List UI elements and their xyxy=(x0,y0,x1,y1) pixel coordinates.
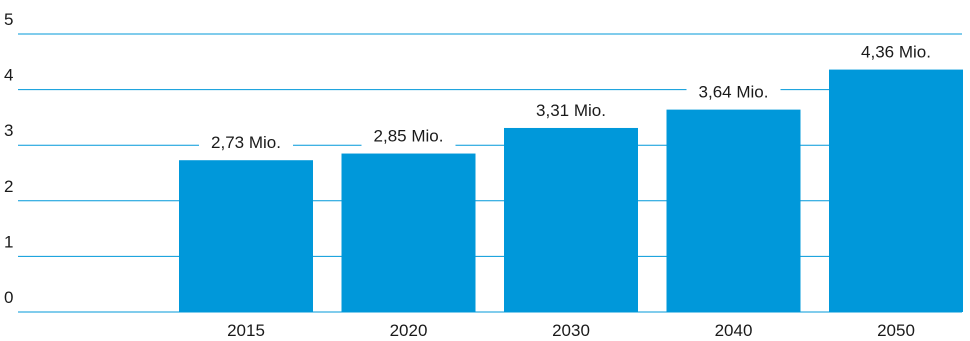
bar-2020 xyxy=(341,153,476,312)
data-label-background xyxy=(361,126,456,147)
data-label-background xyxy=(199,133,293,154)
bars xyxy=(179,69,963,313)
y-tick-label: 4 xyxy=(4,66,13,85)
bar-2050 xyxy=(829,69,963,312)
bar-2015 xyxy=(179,160,313,312)
y-tick-label: 2 xyxy=(4,177,13,196)
data-label-2050: 4,36 Mio. xyxy=(861,43,931,62)
x-tick-label-2050: 2050 xyxy=(877,321,915,340)
y-tick-label: 3 xyxy=(4,121,13,140)
data-label-background xyxy=(686,82,781,103)
bar-2030 xyxy=(504,127,638,313)
x-axis-ticks: 2015 2020 2030 2040 2050 xyxy=(227,321,915,340)
y-tick-label: 5 xyxy=(4,10,13,29)
data-label-background xyxy=(849,42,943,63)
x-tick-label-2030: 2030 xyxy=(552,321,590,340)
y-axis-ticks: 0 1 2 3 4 5 xyxy=(4,10,13,307)
data-labels: 2,73 Mio. 2,85 Mio. 3,31 Mio. 3,64 Mio. 4,36… xyxy=(199,42,943,154)
x-tick-label-2040: 2040 xyxy=(715,321,753,340)
y-tick-label: 1 xyxy=(4,232,13,251)
data-label-2040: 3,64 Mio. xyxy=(699,83,769,102)
bar-2040 xyxy=(666,109,801,312)
x-tick-label-2015: 2015 xyxy=(227,321,265,340)
data-label-2015: 2,73 Mio. xyxy=(211,133,281,152)
data-label-background xyxy=(524,100,618,121)
data-label-2020: 2,85 Mio. xyxy=(374,127,444,146)
x-tick-label-2020: 2020 xyxy=(390,321,428,340)
y-tick-label: 0 xyxy=(4,288,13,307)
data-label-2030: 3,31 Mio. xyxy=(536,101,606,120)
gridlines xyxy=(18,33,962,313)
